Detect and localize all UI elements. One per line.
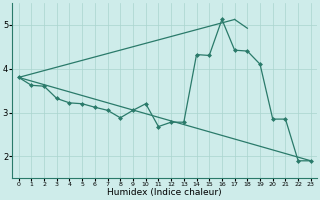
X-axis label: Humidex (Indice chaleur): Humidex (Indice chaleur) [108,188,222,197]
